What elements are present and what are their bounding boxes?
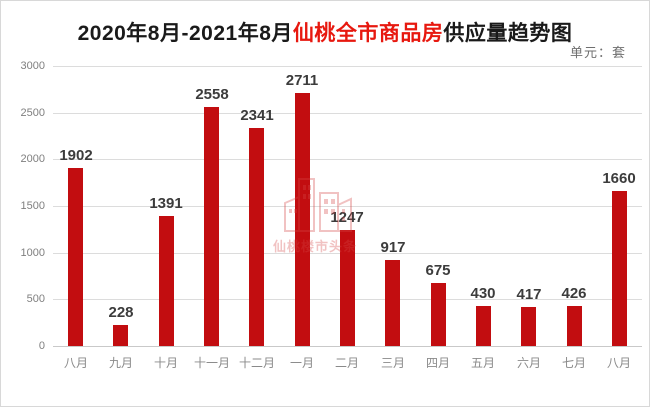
bar	[431, 283, 446, 346]
bar	[113, 325, 128, 346]
y-axis-tick-label: 0	[38, 340, 45, 352]
x-axis-tick-label: 十一月	[193, 356, 231, 370]
y-axis-tick-label: 1500	[20, 200, 45, 212]
x-axis-tick-label: 四月	[425, 356, 451, 370]
bar	[385, 260, 400, 346]
title-suffix: 供应量趋势图	[443, 22, 573, 45]
x-axis-tick-label: 三月	[380, 356, 406, 370]
title-highlight: 仙桃全市商品房	[292, 22, 444, 45]
bar-value-label: 917	[380, 239, 406, 256]
x-axis-tick-label: 五月	[470, 356, 496, 370]
chart-title: 2020年8月-2021年8月仙桃全市商品房供应量趋势图	[1, 17, 649, 47]
bar	[567, 306, 582, 346]
title-prefix: 2020年8月-2021年8月	[77, 22, 293, 45]
gridline-3000	[53, 66, 642, 67]
x-axis-tick-label: 八月	[606, 356, 632, 370]
gridline-2000	[53, 159, 642, 160]
bar-value-label: 1391	[149, 195, 183, 212]
gridline-0	[53, 346, 642, 347]
bar-value-label: 417	[516, 286, 542, 303]
y-axis-tick-label: 500	[26, 293, 45, 305]
bar	[476, 306, 491, 346]
unit-label: 单元：套	[569, 45, 626, 60]
bar-value-label: 426	[561, 285, 587, 302]
gridline-2500	[53, 113, 642, 114]
x-axis-tick-label: 六月	[516, 356, 542, 370]
y-axis-tick-label: 2500	[20, 107, 45, 119]
x-axis-tick-label: 十月	[153, 356, 179, 370]
bar-value-label: 675	[425, 262, 451, 279]
bar-value-label: 2711	[285, 72, 319, 89]
bar	[159, 216, 174, 346]
x-axis-tick-label: 十二月	[238, 356, 276, 370]
bar	[521, 307, 536, 346]
bar-value-label: 2558	[195, 86, 229, 103]
bar	[295, 93, 310, 346]
bar-value-label: 1660	[602, 170, 636, 187]
bar-value-label: 430	[470, 285, 496, 302]
bar	[612, 191, 627, 346]
y-axis-tick-label: 3000	[20, 60, 45, 72]
bar	[68, 168, 83, 346]
y-axis-tick-label: 1000	[20, 247, 45, 259]
bar	[340, 230, 355, 346]
x-axis-tick-label: 二月	[334, 356, 360, 370]
bar-value-label: 1247	[330, 209, 364, 226]
gridline-1500	[53, 206, 642, 207]
bar-value-label: 228	[108, 304, 134, 321]
bar-value-label: 1902	[59, 147, 93, 164]
bar	[204, 107, 219, 346]
x-axis-tick-label: 一月	[289, 356, 315, 370]
y-axis-tick-label: 2000	[20, 153, 45, 165]
x-axis-tick-label: 八月	[63, 356, 89, 370]
x-axis-tick-label: 九月	[108, 356, 134, 370]
x-axis-tick-label: 七月	[561, 356, 587, 370]
bar-value-label: 2341	[240, 107, 274, 124]
bar	[249, 128, 264, 346]
